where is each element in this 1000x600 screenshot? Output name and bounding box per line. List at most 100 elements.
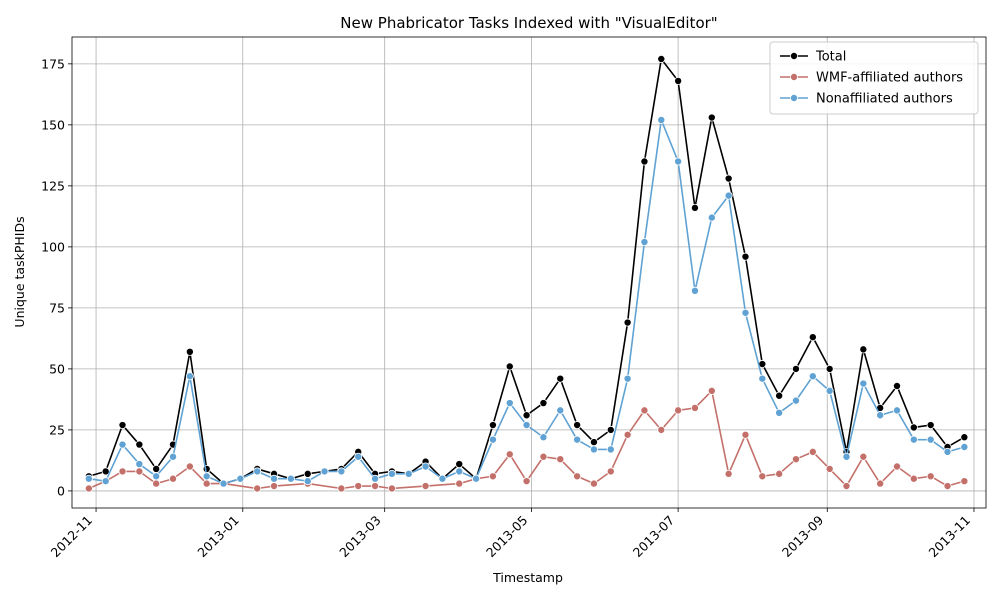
data-point: [724, 191, 733, 200]
data-point: [472, 474, 481, 483]
legend-label: Total: [815, 50, 846, 65]
legend: Total WMF-affiliated authors Nonaffiliated…: [769, 41, 979, 115]
data-point: [118, 467, 127, 476]
x-tick-label: 2013-01: [194, 513, 242, 561]
data-point: [589, 438, 598, 447]
data-point: [354, 452, 363, 461]
data-point: [707, 213, 716, 222]
data-point: [926, 421, 935, 430]
plot-frame: [71, 36, 987, 509]
data-point: [455, 460, 464, 469]
data-point: [876, 479, 885, 488]
legend-marker: [790, 94, 799, 103]
data-point: [118, 440, 127, 449]
data-point: [169, 452, 178, 461]
data-point: [640, 406, 649, 415]
data-point: [909, 423, 918, 432]
data-point: [893, 381, 902, 390]
data-point: [488, 435, 497, 444]
y-axis-ticks: 0 25 50 75 100 125 150 175: [41, 56, 72, 498]
data-point: [354, 482, 363, 491]
data-point: [303, 477, 312, 486]
data-point: [623, 318, 632, 327]
data-point: [522, 411, 531, 420]
data-point: [539, 452, 548, 461]
chart-title: New Phabricator Tasks Indexed with "Visu…: [340, 14, 717, 32]
data-point: [623, 374, 632, 383]
y-tick-label: 100: [41, 239, 65, 254]
data-point: [960, 477, 969, 486]
data-point: [960, 433, 969, 442]
data-point: [421, 482, 430, 491]
data-point: [640, 157, 649, 166]
y-tick-label: 150: [41, 117, 65, 132]
data-point: [101, 477, 110, 486]
y-tick-label: 50: [49, 361, 65, 376]
x-tick-label: 2012-11: [48, 513, 96, 561]
data-point: [825, 386, 834, 395]
y-tick-label: 125: [41, 178, 65, 193]
series-3: [84, 115, 969, 488]
data-point: [202, 479, 211, 488]
data-point: [185, 372, 194, 381]
data-point: [859, 379, 868, 388]
legend-marker: [790, 52, 799, 61]
series-line: [88, 119, 965, 485]
legend-marker: [790, 73, 799, 82]
data-point: [371, 482, 380, 491]
data-point: [135, 467, 144, 476]
x-tick-label: 2013-05: [483, 513, 531, 561]
data-point: [185, 462, 194, 471]
data-point: [775, 469, 784, 478]
data-point: [320, 467, 329, 476]
data-point: [286, 474, 295, 483]
data-point: [522, 421, 531, 430]
data-point: [84, 484, 93, 493]
data-point: [152, 464, 161, 473]
data-point: [842, 452, 851, 461]
legend-label: WMF-affiliated authors: [816, 71, 963, 86]
data-point: [724, 469, 733, 478]
data-point: [118, 421, 127, 430]
data-point: [169, 474, 178, 483]
data-point: [152, 472, 161, 481]
data-point: [690, 286, 699, 295]
data-point: [135, 460, 144, 469]
data-point: [202, 472, 211, 481]
data-point: [808, 333, 817, 342]
y-axis-label: Unique taskPHIDs: [12, 216, 27, 327]
data-point: [573, 421, 582, 430]
data-point: [657, 115, 666, 124]
data-point: [724, 174, 733, 183]
data-point: [775, 391, 784, 400]
x-tick-label: 2013-11: [926, 513, 974, 561]
data-point: [387, 484, 396, 493]
data-point: [775, 408, 784, 417]
data-point: [893, 406, 902, 415]
data-point: [741, 430, 750, 439]
data-point: [488, 421, 497, 430]
y-tick-label: 25: [49, 422, 65, 437]
data-point: [657, 425, 666, 434]
data-point: [791, 396, 800, 405]
data-point: [606, 445, 615, 454]
data-point: [387, 469, 396, 478]
data-point: [589, 445, 598, 454]
data-point: [337, 467, 346, 476]
data-point: [791, 455, 800, 464]
data-point: [404, 469, 413, 478]
data-point: [758, 472, 767, 481]
data-point: [960, 442, 969, 451]
y-tick-label: 0: [57, 483, 65, 498]
data-point: [303, 469, 312, 478]
data-point: [236, 474, 245, 483]
data-point: [270, 474, 279, 483]
data-point: [455, 467, 464, 476]
series-line: [88, 58, 965, 485]
x-axis-ticks: 2012-11 2013-01 2013-03 2013-05 2013-07 2013-…: [48, 508, 975, 561]
data-point: [825, 364, 834, 373]
data-point: [556, 406, 565, 415]
data-point: [455, 479, 464, 488]
data-point: [926, 435, 935, 444]
data-point: [674, 406, 683, 415]
